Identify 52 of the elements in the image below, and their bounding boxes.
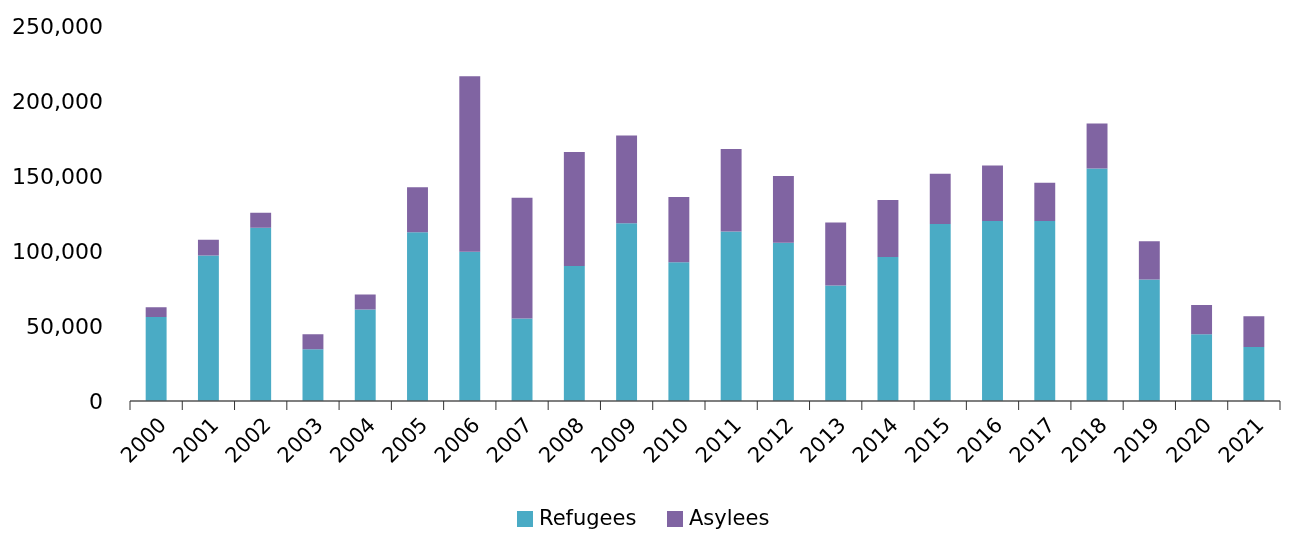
bar	[197, 239, 219, 256]
bar	[302, 349, 324, 401]
bar	[616, 135, 638, 224]
bar	[877, 200, 899, 257]
bar	[511, 318, 533, 401]
bar	[1086, 168, 1108, 401]
y-tick-label: 250,000	[12, 13, 103, 39]
bar	[720, 231, 742, 401]
bar	[563, 266, 585, 401]
bar	[145, 307, 167, 317]
bar	[1191, 305, 1213, 335]
bar	[982, 165, 1003, 221]
bar	[459, 76, 481, 252]
legend-label: Asylees	[689, 506, 770, 530]
bar	[250, 227, 272, 401]
bar	[1243, 316, 1265, 347]
bar	[1191, 334, 1213, 401]
bar	[877, 257, 899, 401]
bar	[1086, 123, 1108, 169]
y-tick-label: 100,000	[12, 238, 103, 264]
bar	[563, 152, 585, 266]
bar	[772, 242, 794, 401]
y-tick-label: 50,000	[26, 313, 103, 339]
bar	[407, 232, 428, 401]
bar	[250, 212, 272, 228]
bar	[1138, 279, 1160, 401]
bar	[668, 262, 690, 401]
bar	[354, 294, 376, 310]
bar	[354, 309, 376, 401]
bar	[825, 285, 847, 401]
bar	[1034, 182, 1056, 221]
bar	[1034, 221, 1056, 401]
bar	[1138, 241, 1160, 280]
bar	[929, 224, 951, 401]
bar	[459, 251, 481, 401]
y-tick-label: 200,000	[12, 88, 103, 114]
bar	[511, 197, 533, 319]
bar	[772, 176, 794, 243]
bar	[982, 221, 1003, 401]
y-tick-label: 0	[89, 388, 103, 414]
bar	[929, 173, 951, 224]
bar	[1243, 347, 1265, 401]
y-tick-label: 150,000	[12, 163, 103, 189]
legend-label: Refugees	[539, 506, 637, 530]
bar	[302, 334, 324, 350]
bar	[197, 255, 219, 401]
bar	[668, 197, 690, 263]
bar	[825, 222, 847, 286]
bar	[720, 149, 742, 232]
bar	[407, 187, 428, 233]
bar	[616, 223, 638, 401]
bar	[145, 317, 167, 401]
